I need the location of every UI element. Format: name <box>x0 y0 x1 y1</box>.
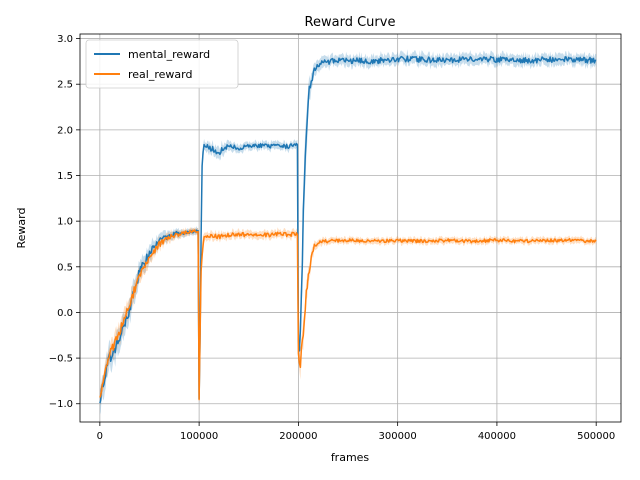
y-tick-label: 2.0 <box>57 125 73 136</box>
x-tick-label: 200000 <box>279 431 317 442</box>
y-tick-label: 1.0 <box>57 217 73 228</box>
legend-box <box>85 39 239 89</box>
y-tick-label: 0.5 <box>57 262 73 273</box>
y-axis-label: Reward <box>15 208 28 249</box>
legend-label-mental_reward: mental_reward <box>128 48 210 61</box>
x-axis: 0 100000 200000 300000 400000 500000 <box>97 422 615 442</box>
y-tick-label: 1.5 <box>57 171 73 182</box>
line-real_reward <box>99 229 597 401</box>
band-real_reward <box>99 227 597 406</box>
y-tick-label: −0.5 <box>49 354 73 365</box>
x-tick-label: 400000 <box>478 431 516 442</box>
x-tick-label: 100000 <box>180 431 218 442</box>
x-tick-label: 0 <box>97 431 103 442</box>
y-axis: −1.0 −0.5 0.0 0.5 1.0 1.5 2.0 2.5 3.0 <box>49 34 80 410</box>
chart-title: Reward Curve <box>305 15 396 30</box>
y-tick-label: −1.0 <box>49 399 73 410</box>
x-tick-label: 500000 <box>577 431 615 442</box>
legend: mental_reward real_reward <box>85 39 239 89</box>
y-tick-label: 2.5 <box>57 80 73 91</box>
x-tick-label: 300000 <box>379 431 417 442</box>
legend-label-real_reward: real_reward <box>128 68 192 81</box>
series-lines <box>99 55 597 404</box>
x-axis-label: frames <box>331 451 370 464</box>
y-tick-label: 0.0 <box>57 308 73 319</box>
grid <box>80 34 621 422</box>
y-tick-label: 3.0 <box>57 34 73 45</box>
plot-frame <box>79 33 622 423</box>
